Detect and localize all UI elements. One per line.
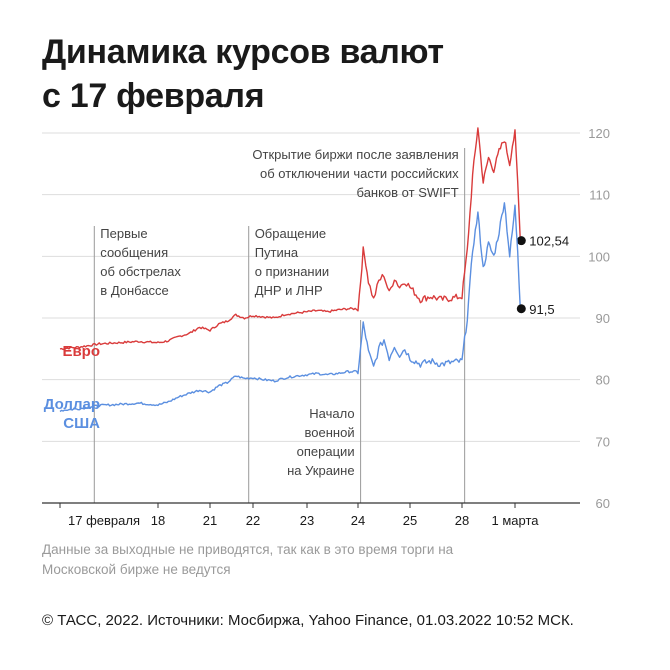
event-annotation-line: об отключении части российских (260, 166, 459, 181)
title-line-2: с 17 февраля (42, 77, 265, 115)
usd-series-label-line2: США (63, 415, 100, 432)
event-annotation-line: банков от SWIFT (357, 185, 459, 200)
x-tick-label: 24 (351, 513, 365, 528)
event-annotation-line: ДНР и ЛНР (255, 283, 323, 298)
x-tick-label: 23 (300, 513, 314, 528)
euro-series-label: Евро (62, 343, 100, 360)
x-tick-label: 25 (403, 513, 417, 528)
x-tick-label: 17 февраля (68, 513, 140, 528)
event-annotation-line: сообщения (100, 245, 168, 260)
y-tick-label: 100 (588, 249, 610, 264)
y-tick-label: 110 (589, 188, 610, 203)
event-annotation-line: Первые (100, 226, 147, 241)
event-annotation-line: на Украине (287, 463, 355, 478)
chart-title: Динамика курсов валют с 17 февраля (42, 30, 444, 118)
event-annotation-line: о признании (255, 264, 329, 279)
x-tick-label: 21 (203, 513, 217, 528)
x-tick-label: 18 (151, 513, 165, 528)
event-annotation-line: в Донбассе (100, 283, 169, 298)
y-tick-label: 60 (596, 496, 610, 511)
event-annotation-line: Начало (309, 406, 354, 421)
source-footer: © ТАСС, 2022. Источники: Мосбиржа, Yahoo… (42, 612, 574, 629)
y-tick-label: 120 (588, 126, 610, 141)
event-annotation-line: Открытие биржи после заявления (252, 147, 458, 162)
event-annotation-line: Обращение (255, 226, 326, 241)
usd-series-line (59, 202, 521, 413)
x-tick-label: 22 (246, 513, 260, 528)
x-tick-label: 28 (455, 513, 469, 528)
euro-series-line (59, 127, 521, 351)
y-tick-label: 70 (596, 434, 610, 449)
event-annotation-line: операции (297, 444, 355, 459)
exchange-rate-chart: 60 70 80 90 100 110 120 Первые сообщения об обстр… (42, 126, 610, 528)
usd-series-label-line1: Доллар (44, 396, 100, 413)
usd-end-value: 91,5 (529, 302, 554, 317)
event-annotation-line: Путина (255, 245, 299, 260)
usd-end-point (516, 304, 526, 314)
weekend-note: Данные за выходные не приводятся, так ка… (42, 542, 454, 577)
euro-end-point (516, 236, 526, 246)
euro-end-value: 102,54 (529, 234, 569, 249)
y-tick-label: 90 (596, 311, 610, 326)
event-annotation-line: об обстрелах (100, 264, 181, 279)
title-line-1: Динамика курсов валют (42, 33, 444, 71)
y-tick-label: 80 (596, 373, 610, 388)
event-annotation-line: военной (305, 425, 355, 440)
x-tick-label: 1 марта (492, 513, 540, 528)
